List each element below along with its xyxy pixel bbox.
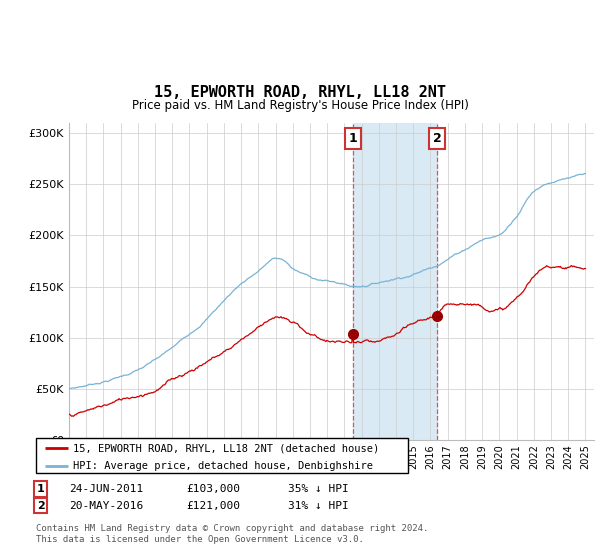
Text: HPI: Average price, detached house, Denbighshire: HPI: Average price, detached house, Denb… (73, 460, 373, 470)
Text: 1: 1 (37, 484, 44, 494)
Text: Contains HM Land Registry data © Crown copyright and database right 2024.: Contains HM Land Registry data © Crown c… (36, 524, 428, 533)
Text: 2: 2 (37, 501, 44, 511)
Bar (353, 123, 437, 440)
Text: 31% ↓ HPI: 31% ↓ HPI (288, 501, 349, 511)
Text: 15, EPWORTH ROAD, RHYL, LL18 2NT: 15, EPWORTH ROAD, RHYL, LL18 2NT (154, 85, 446, 100)
Text: 2: 2 (433, 132, 442, 145)
Text: Price paid vs. HM Land Registry's House Price Index (HPI): Price paid vs. HM Land Registry's House … (131, 99, 469, 112)
Text: 35% ↓ HPI: 35% ↓ HPI (288, 484, 349, 494)
Text: 24-JUN-2011: 24-JUN-2011 (69, 484, 143, 494)
Text: This data is licensed under the Open Government Licence v3.0.: This data is licensed under the Open Gov… (36, 535, 364, 544)
Text: 1: 1 (348, 132, 357, 145)
Text: 20-MAY-2016: 20-MAY-2016 (69, 501, 143, 511)
Text: £103,000: £103,000 (186, 484, 240, 494)
Text: 15, EPWORTH ROAD, RHYL, LL18 2NT (detached house): 15, EPWORTH ROAD, RHYL, LL18 2NT (detach… (73, 443, 379, 453)
Text: £121,000: £121,000 (186, 501, 240, 511)
